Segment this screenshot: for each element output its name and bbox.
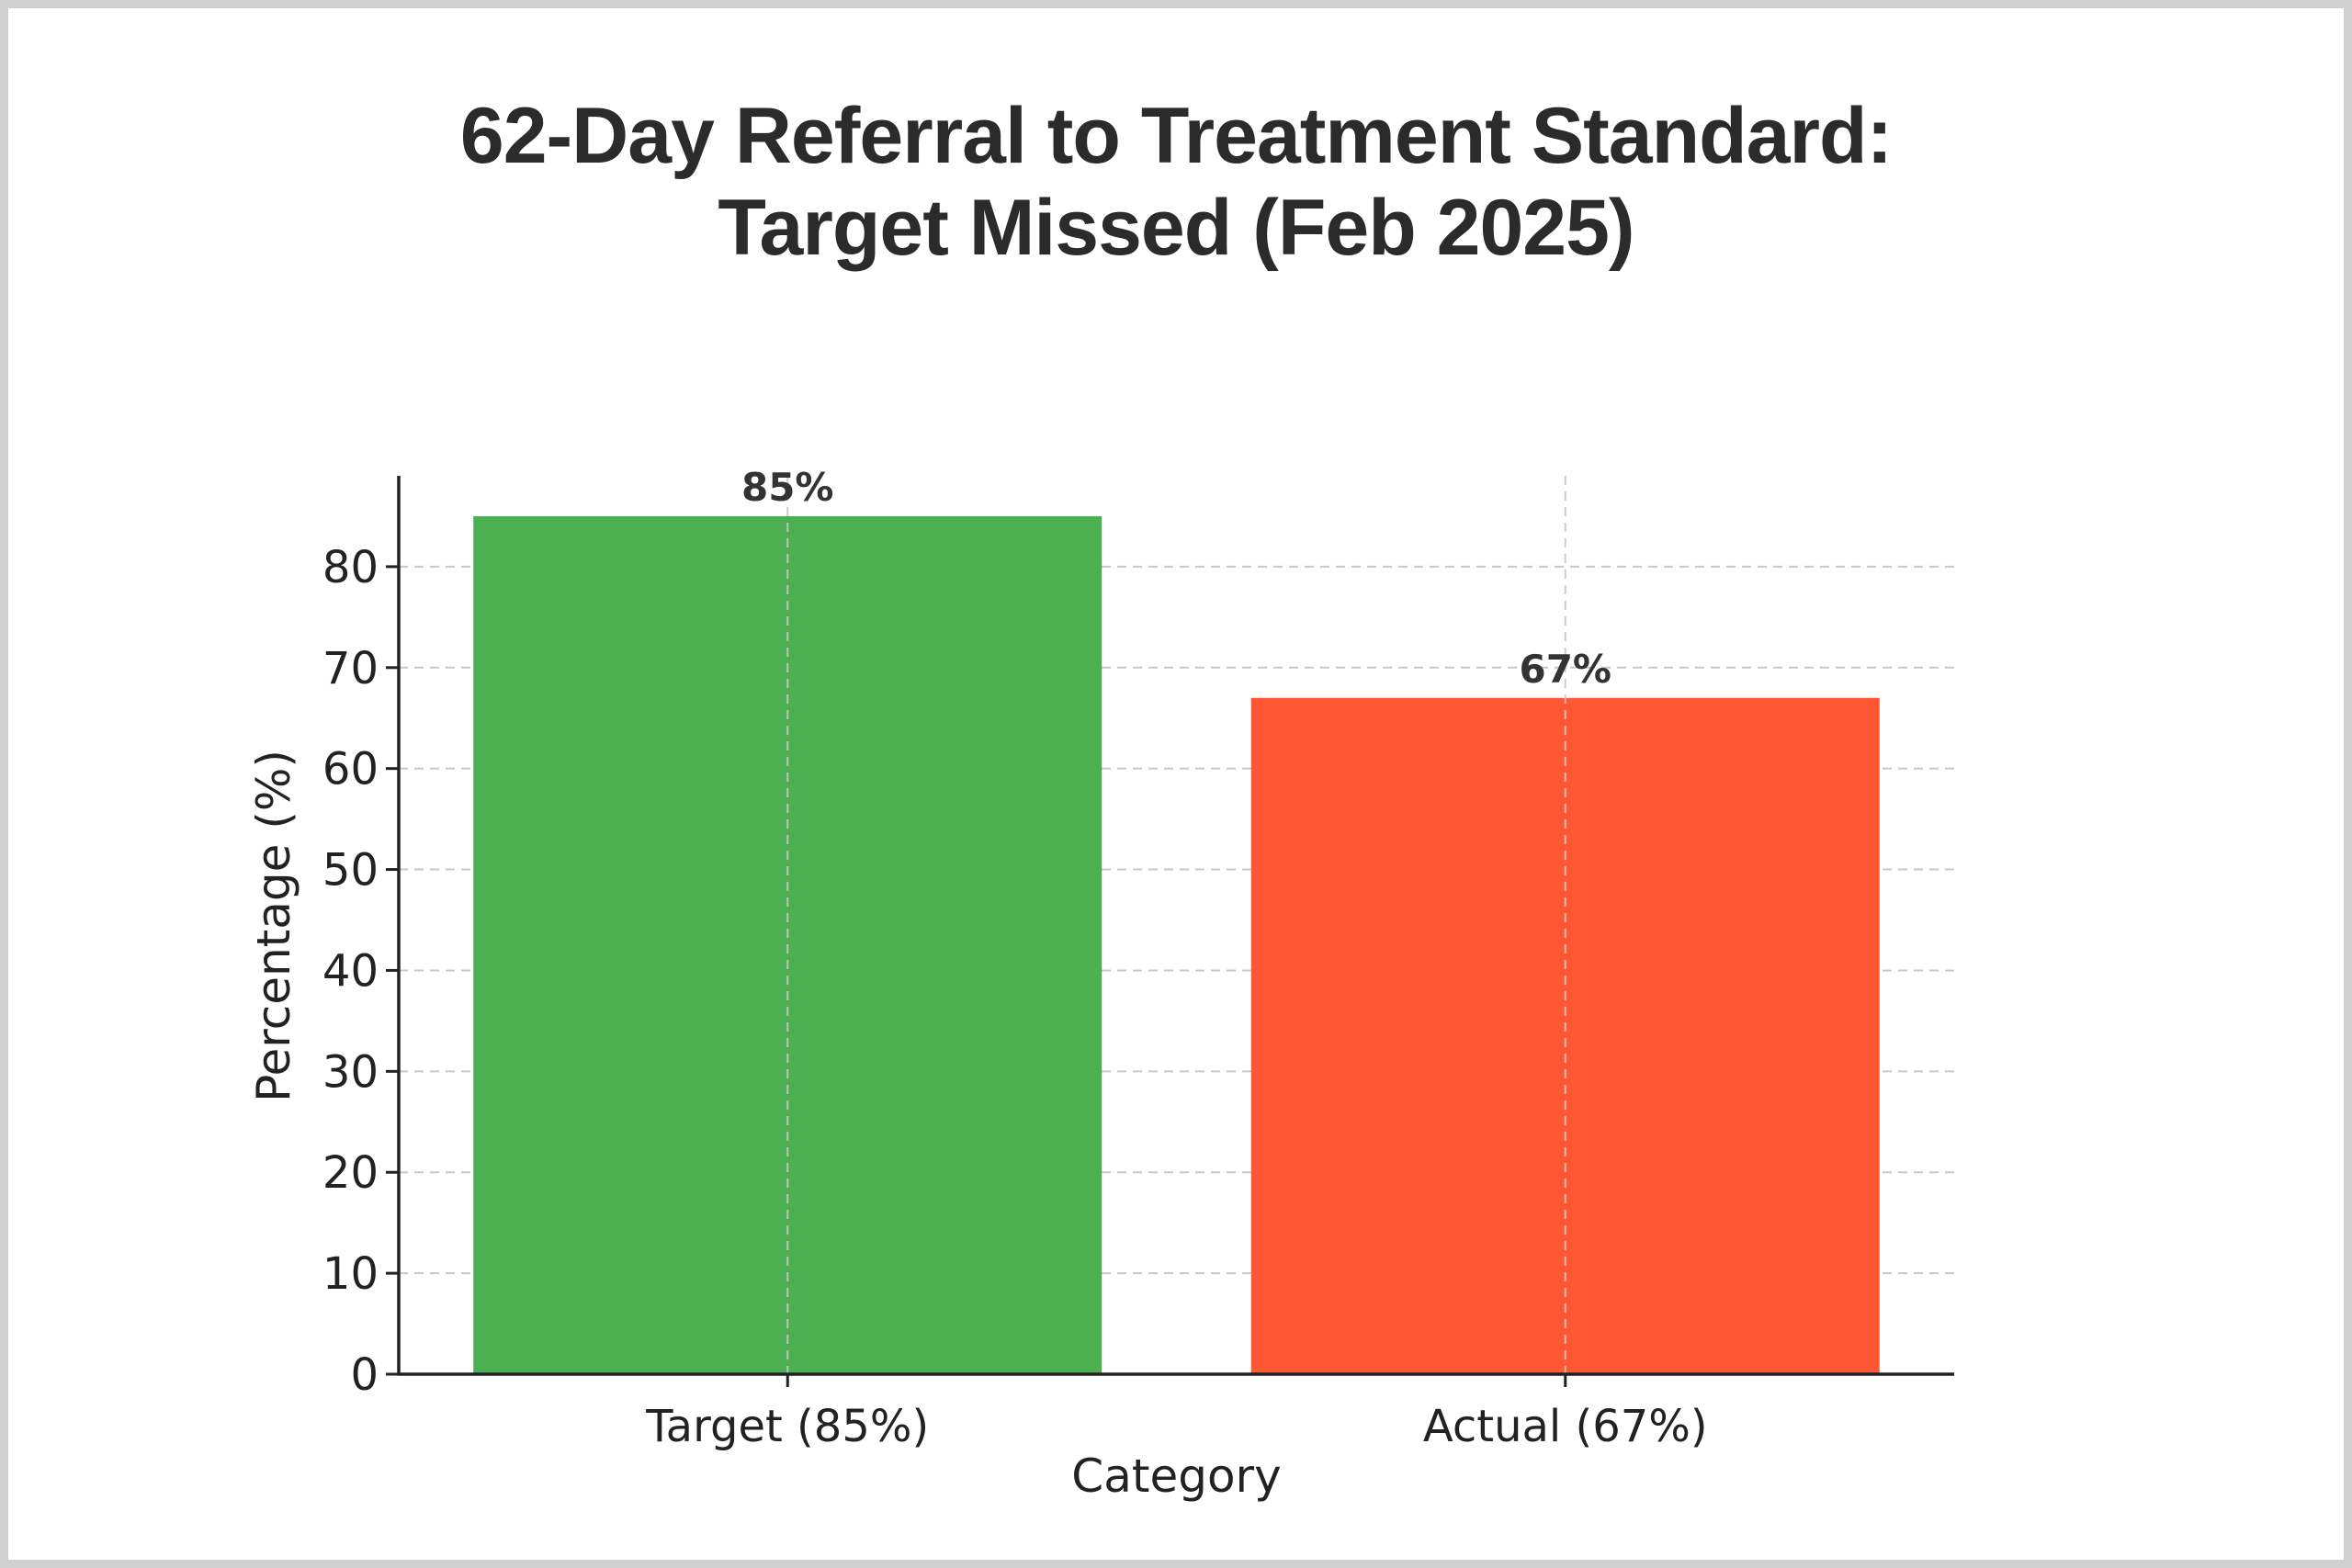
- chart-title-line-1: 62-Day Referral to Treatment Standard:: [459, 92, 1893, 180]
- y-axis-title: Percentage (%): [247, 750, 300, 1102]
- bar-layer: [473, 515, 1880, 1374]
- bar-data-label: 85%: [741, 465, 834, 510]
- x-tick-label: Actual (67%): [1423, 1401, 1708, 1452]
- y-tick-label: 40: [322, 945, 379, 997]
- label-layer: 0 10 20 30 40 50 60 70 80 Target (85%) 85% Actual (…: [247, 465, 1708, 1503]
- chart-title-line-2: Target Missed (Feb 2025): [718, 184, 1634, 272]
- x-axis-title: Category: [1071, 1450, 1281, 1503]
- x-grid-layer: [786, 476, 1566, 1374]
- y-tick-label: 10: [322, 1248, 379, 1300]
- x-tick-label: Target (85%): [645, 1401, 929, 1452]
- y-tick-label: 30: [322, 1046, 379, 1098]
- y-tick-label: 60: [322, 744, 379, 795]
- axis-layer: [386, 476, 1954, 1387]
- y-tick-label: 50: [322, 845, 379, 897]
- y-tick-label: 20: [322, 1147, 379, 1199]
- y-tick-label: 0: [350, 1349, 379, 1401]
- chart-title: 62-Day Referral to Treatment Standard: T…: [0, 90, 2352, 274]
- bar-data-label: 67%: [1519, 647, 1611, 692]
- y-tick-label: 80: [322, 542, 379, 593]
- y-tick-label: 70: [322, 643, 379, 694]
